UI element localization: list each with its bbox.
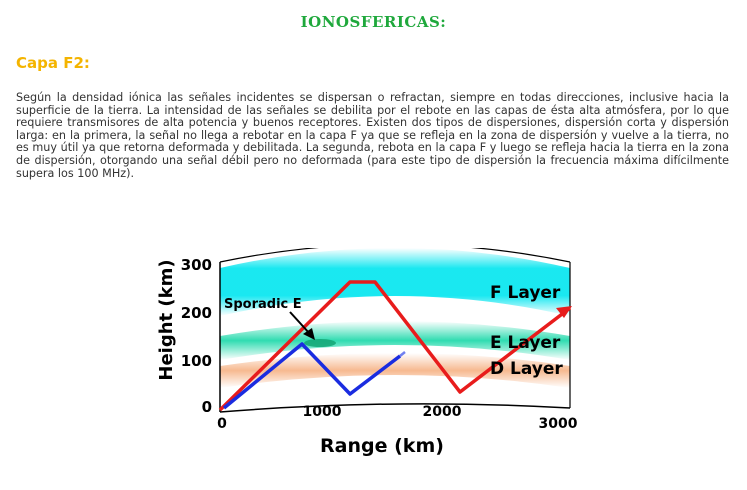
short-path-fade	[399, 351, 406, 357]
x-axis	[219, 403, 571, 413]
f-layer-band	[220, 248, 570, 316]
x-axis-label: Range (km)	[320, 435, 444, 457]
sporadic-e-arrowhead	[303, 328, 315, 340]
sporadic-e-patch	[304, 339, 336, 347]
long-path-line	[218, 280, 572, 412]
y-tick: 200	[181, 304, 212, 322]
e-layer-label: E Layer	[490, 333, 561, 353]
x-tick: 2000	[423, 404, 462, 420]
sporadic-e-arrow	[289, 311, 311, 335]
short-path-line	[222, 342, 402, 410]
x-tick: 3000	[539, 416, 578, 432]
d-layer-band	[220, 353, 570, 388]
ionosphere-figure: 300 200 100 0 0 1000 2000 3000 Height (k…	[150, 248, 590, 473]
y-axis-label: Height (km)	[156, 259, 177, 380]
body-paragraph: Según la densidad iónica las señales inc…	[16, 91, 729, 180]
f-layer-label: F Layer	[490, 283, 561, 303]
page-title: IONOSFERICAS:	[300, 13, 447, 31]
d-layer-label: D Layer	[490, 359, 563, 379]
long-path-arrowhead	[556, 306, 572, 318]
y-tick: 300	[181, 256, 212, 274]
sporadic-e-label: Sporadic E	[224, 297, 302, 312]
y-tick: 100	[181, 352, 212, 370]
section-title: Capa F2:	[16, 54, 90, 72]
y-tick: 0	[202, 398, 212, 416]
x-tick: 1000	[303, 404, 342, 420]
x-tick: 0	[217, 416, 227, 432]
plot-frame-top	[219, 248, 571, 263]
